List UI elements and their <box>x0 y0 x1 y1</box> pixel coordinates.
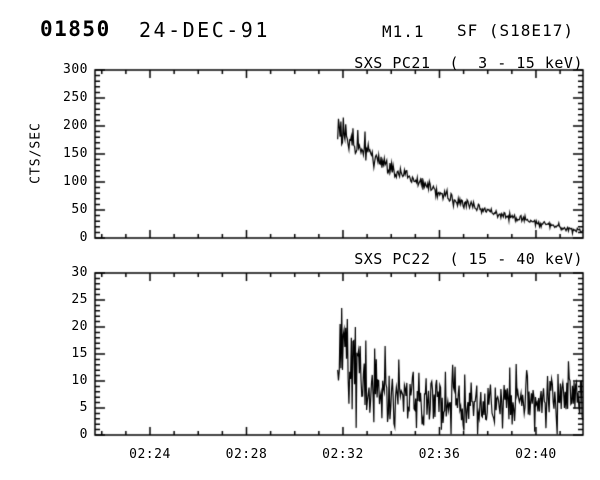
y-tick-label: 300 <box>63 62 88 77</box>
y-tick-label: 150 <box>63 146 88 161</box>
x-tick-label: 02:36 <box>418 447 461 462</box>
x-tick-label: 02:40 <box>515 447 557 462</box>
x-tick-label: 02:28 <box>225 447 268 462</box>
y-tick-label: 15 <box>71 346 88 361</box>
x-tick-label: 02:32 <box>322 447 364 462</box>
y-tick-label: 0 <box>79 427 88 442</box>
y-tick-label: 5 <box>79 400 88 415</box>
y-tick-label: 100 <box>63 174 88 189</box>
y-tick-label: 0 <box>79 230 88 245</box>
x-tick-label: 02:24 <box>129 447 171 462</box>
y-tick-label: 200 <box>63 118 88 133</box>
y-tick-label: 10 <box>71 373 88 388</box>
y-tick-label: 250 <box>63 90 88 105</box>
bottom-panel-title: SXS PC22 ( 15 - 40 keV) <box>354 250 583 268</box>
y-tick-label: 25 <box>71 292 88 307</box>
y-tick-label: 20 <box>71 319 88 334</box>
y-tick-label: 50 <box>71 202 88 217</box>
y-tick-label: 30 <box>71 265 88 280</box>
top-panel-title: SXS PC21 ( 3 - 15 keV) <box>354 54 583 72</box>
